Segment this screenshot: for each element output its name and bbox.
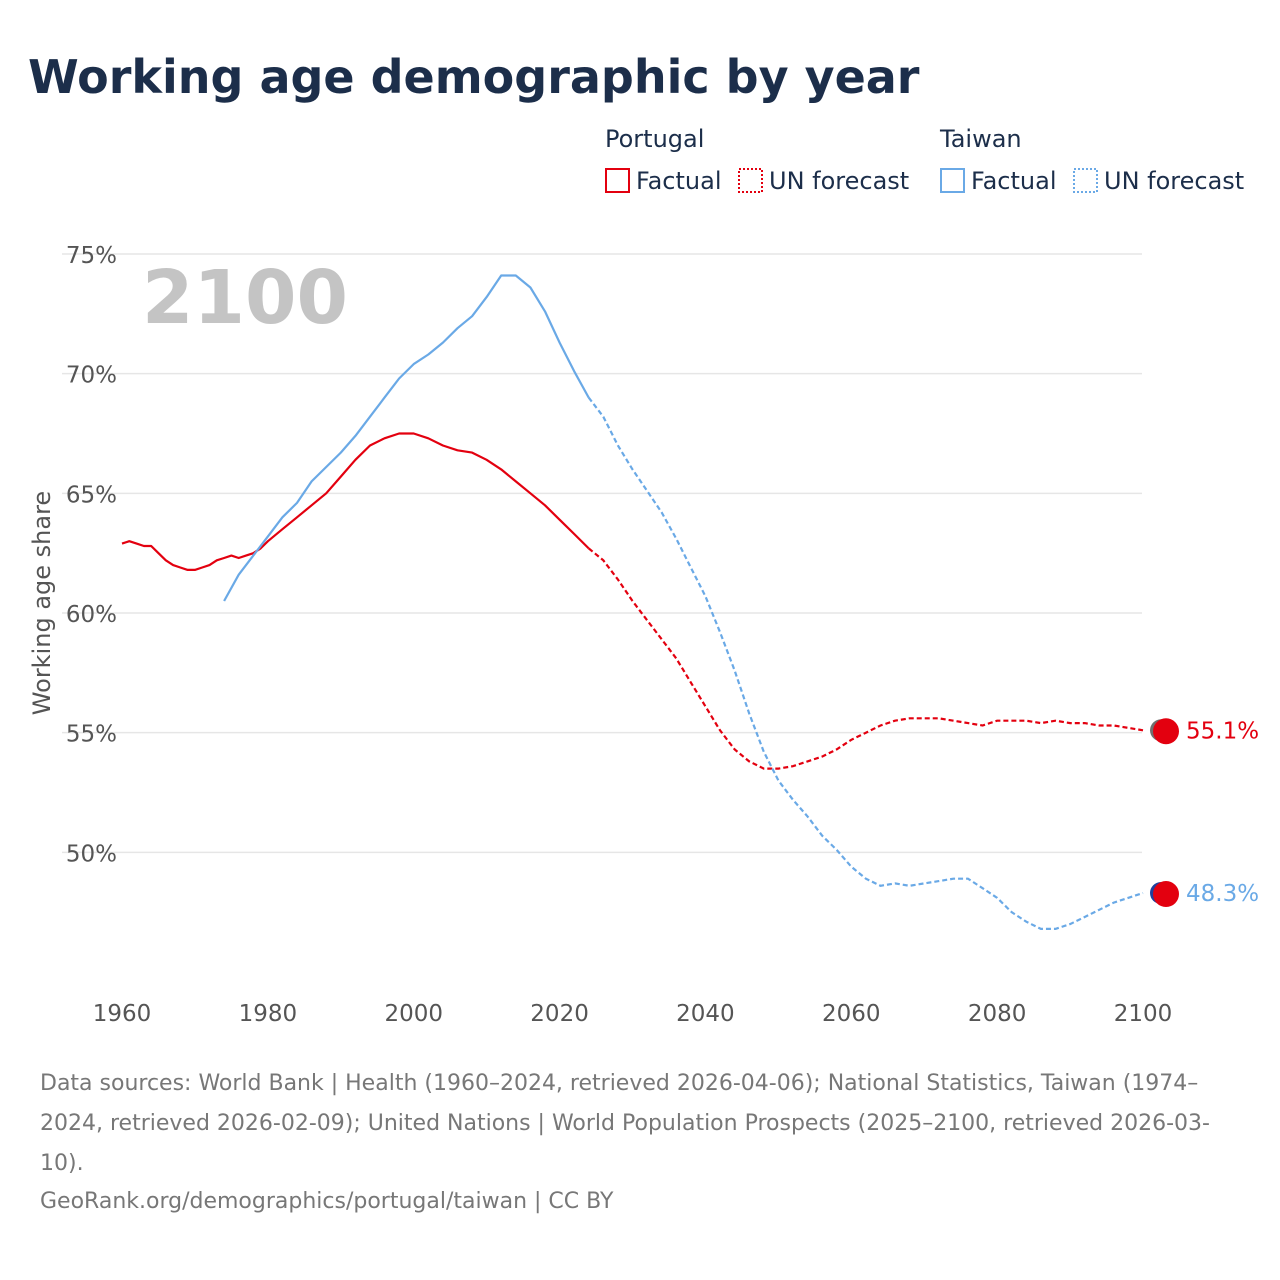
x-tick-label: 2060 [822,1001,881,1027]
gridlines [62,253,1142,854]
x-tick-label: 1980 [239,1001,298,1027]
y-tick-label: 55% [66,722,117,748]
y-axis-ticks: 50% 55% 60% 65% 70% 75% [66,243,117,867]
x-tick-label: 2100 [1114,1001,1173,1027]
legend-label-portugal-forecast: UN forecast [769,167,909,195]
legend-label-taiwan-forecast: UN forecast [1104,167,1244,195]
x-tick-label: 2000 [384,1001,443,1027]
y-axis-label: Working age share [28,491,56,715]
x-axis-ticks: 1960 1980 2000 2020 2040 2060 2080 2100 [93,1001,1173,1027]
x-tick-label: 2080 [968,1001,1027,1027]
y-tick-label: 50% [66,841,117,867]
legend-swatch-portugal-forecast [738,168,763,193]
y-tick-label: 60% [66,602,117,628]
endpoint-label-portugal: 55.1% [1186,718,1259,744]
data-sources: Data sources: World Bank | Health (1960–… [40,1071,1210,1176]
y-tick-label: 65% [66,482,117,508]
endpoint-label-taiwan: 48.3% [1186,881,1259,907]
legend-label-taiwan-factual: Factual [971,167,1057,195]
year-watermark: 2100 [142,255,348,341]
endpoint-flag-portugal [1153,718,1179,745]
x-tick-label: 2020 [530,1001,589,1027]
chart-title: Working age demographic by year [28,50,920,104]
y-tick-label: 70% [66,363,117,389]
series-line-taiwan-factual [223,274,590,602]
x-tick-label: 2040 [676,1001,735,1027]
attribution[interactable]: GeoRank.org/demographics/portugal/taiwan… [40,1189,614,1214]
legend-group-taiwan: Taiwan [939,125,1022,153]
legend-group-portugal: Portugal [605,125,704,153]
series-line-portugal-forecast [588,547,1144,770]
series-line-portugal-factual [121,432,590,571]
endpoint-flag-taiwan [1153,881,1179,908]
legend-label-portugal-factual: Factual [636,167,722,195]
series-line-taiwan-forecast [587,396,1144,930]
x-tick-label: 1960 [93,1001,152,1027]
legend-swatch-portugal-factual [605,168,630,193]
chart: Working age demographic by year Portugal… [28,50,1259,1027]
series [121,274,1144,930]
legend-swatch-taiwan-factual [940,168,965,193]
y-tick-label: 75% [66,243,117,269]
series-endpoints: 55.1% 48.3% [1150,718,1259,908]
legend-swatch-taiwan-forecast [1073,168,1098,193]
legend: Portugal Factual UN forecast Taiwan Fact… [605,125,1244,195]
